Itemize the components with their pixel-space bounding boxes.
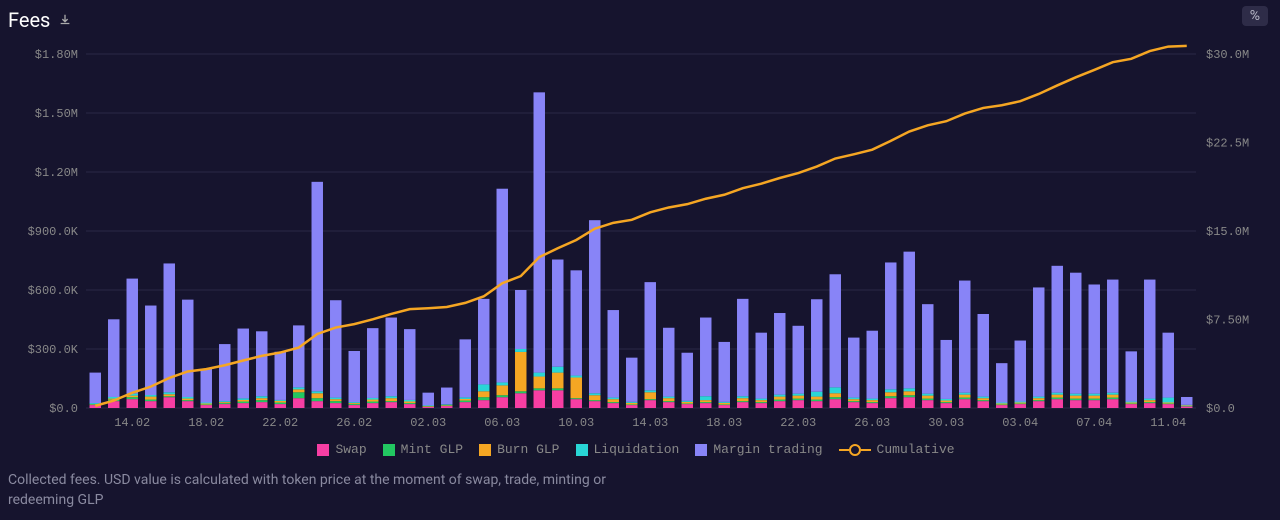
legend-label: Swap	[335, 442, 366, 457]
legend-item-burn[interactable]: Burn GLP	[479, 442, 559, 457]
svg-text:$22.5M: $22.5M	[1206, 137, 1249, 151]
svg-text:$7.50M: $7.50M	[1206, 314, 1249, 328]
svg-text:$0.0: $0.0	[49, 402, 78, 416]
legend-label: Liquidation	[594, 442, 680, 457]
legend-label: Mint GLP	[401, 442, 463, 457]
legend-item-cumulative[interactable]: Cumulative	[839, 442, 955, 457]
legend-item-liq[interactable]: Liquidation	[576, 442, 680, 457]
svg-text:$1.50M: $1.50M	[35, 107, 78, 121]
svg-text:07.04: 07.04	[1076, 416, 1112, 430]
svg-text:$15.0M: $15.0M	[1206, 225, 1249, 239]
legend-item-margin[interactable]: Margin trading	[695, 442, 822, 457]
svg-text:14.03: 14.03	[632, 416, 668, 430]
legend-swatch	[695, 444, 707, 456]
legend-label: Cumulative	[877, 442, 955, 457]
svg-text:$30.0M: $30.0M	[1206, 48, 1249, 62]
svg-text:30.03: 30.03	[928, 416, 964, 430]
chart-title: Fees	[8, 8, 50, 32]
svg-text:$900.0K: $900.0K	[28, 225, 79, 239]
svg-text:26.03: 26.03	[854, 416, 890, 430]
svg-text:$1.80M: $1.80M	[35, 48, 78, 62]
chart-legend: Swap Mint GLP Burn GLP Liquidation Margin tr…	[8, 442, 1264, 457]
svg-text:22.02: 22.02	[262, 416, 298, 430]
svg-text:$1.20M: $1.20M	[35, 166, 78, 180]
legend-label: Margin trading	[713, 442, 822, 457]
svg-text:18.02: 18.02	[188, 416, 224, 430]
svg-text:03.04: 03.04	[1002, 416, 1038, 430]
svg-text:26.02: 26.02	[336, 416, 372, 430]
percent-toggle-button[interactable]: %	[1242, 6, 1268, 26]
fees-chart: $0.0 $300.0K $600.0K $900.0K $1.20M $1.50M $1.…	[8, 36, 1264, 440]
svg-text:10.03: 10.03	[558, 416, 594, 430]
svg-text:$600.0K: $600.0K	[28, 284, 79, 298]
legend-swatch	[479, 444, 491, 456]
legend-item-swap[interactable]: Swap	[317, 442, 366, 457]
svg-text:22.03: 22.03	[780, 416, 816, 430]
svg-text:11.04: 11.04	[1150, 416, 1186, 430]
chart-header: Fees	[8, 8, 1264, 32]
download-icon[interactable]	[58, 13, 72, 31]
legend-swatch	[383, 444, 395, 456]
legend-swatch	[317, 444, 329, 456]
svg-text:02.03: 02.03	[410, 416, 446, 430]
legend-item-mint[interactable]: Mint GLP	[383, 442, 463, 457]
svg-text:14.02: 14.02	[114, 416, 150, 430]
chart-footer-note: Collected fees. USD value is calculated …	[8, 471, 608, 510]
svg-text:06.03: 06.03	[484, 416, 520, 430]
svg-text:$0.0: $0.0	[1206, 402, 1235, 416]
svg-text:18.03: 18.03	[706, 416, 742, 430]
svg-text:$300.0K: $300.0K	[28, 343, 79, 357]
legend-label: Burn GLP	[497, 442, 559, 457]
legend-swatch	[576, 444, 588, 456]
